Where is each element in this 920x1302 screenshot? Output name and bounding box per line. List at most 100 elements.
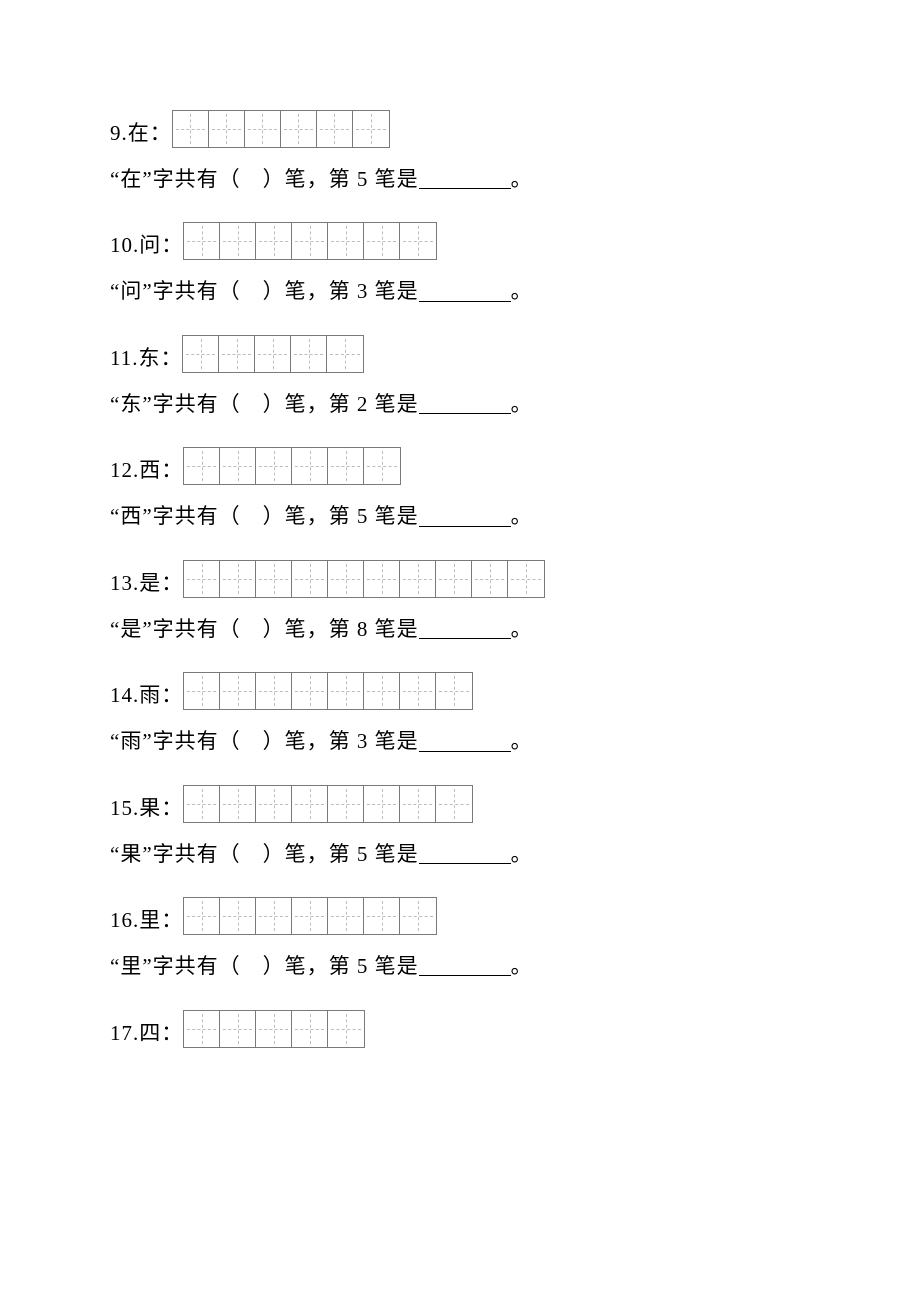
question-text-post: 。 (511, 617, 533, 641)
writing-cell (364, 448, 400, 484)
writing-grid (183, 560, 545, 598)
stroke-question: “果”字共有（ ）笔，第 5 笔是。 (110, 837, 810, 869)
writing-cell (400, 223, 436, 259)
writing-cell (508, 561, 544, 597)
stroke-question: “在”字共有（ ）笔，第 5 笔是。 (110, 162, 810, 194)
question-text-post: 。 (511, 954, 533, 978)
writing-cell (184, 673, 220, 709)
item-label: 12.西： (110, 460, 183, 485)
question-text-pre: “雨”字共有（ ）笔，第 3 笔是 (110, 730, 419, 754)
writing-cell (292, 1011, 328, 1047)
writing-cell (255, 336, 291, 372)
item-row: 13.是： (110, 560, 810, 598)
writing-cell (256, 786, 292, 822)
item-label: 13.是： (110, 573, 183, 598)
item-label: 11.东： (110, 348, 182, 373)
answer-blank[interactable] (419, 615, 511, 639)
writing-cell (292, 223, 328, 259)
question-text-post: 。 (511, 280, 533, 304)
writing-cell (291, 336, 327, 372)
writing-cell (364, 561, 400, 597)
question-text-pre: “东”字共有（ ）笔，第 2 笔是 (110, 392, 419, 416)
stroke-question: “里”字共有（ ）笔，第 5 笔是。 (110, 949, 810, 981)
stroke-question: “是”字共有（ ）笔，第 8 笔是 。 (110, 612, 810, 644)
stroke-question: “问”字共有（ ）笔，第 3 笔是 。 (110, 274, 810, 306)
writing-cell (220, 1011, 256, 1047)
writing-cell (364, 673, 400, 709)
answer-blank[interactable] (419, 840, 511, 864)
answer-blank[interactable] (419, 502, 511, 526)
question-text-pre: “在”字共有（ ）笔，第 5 笔是 (110, 167, 419, 191)
writing-cell (400, 561, 436, 597)
writing-cell (328, 673, 364, 709)
writing-cell (281, 111, 317, 147)
item-row: 12.西： (110, 447, 810, 485)
item-label: 9.在： (110, 123, 172, 148)
item-label: 10.问： (110, 235, 183, 260)
answer-blank[interactable] (419, 727, 511, 751)
question-text-pre: “问”字共有（ ）笔，第 3 笔是 (110, 280, 419, 304)
writing-grid (182, 335, 364, 373)
writing-cell (328, 223, 364, 259)
writing-grid (172, 110, 390, 148)
writing-cell (184, 898, 220, 934)
writing-grid (183, 672, 473, 710)
writing-cell (400, 786, 436, 822)
writing-cell (256, 673, 292, 709)
stroke-question: “东”字共有（ ）笔，第 2 笔是。 (110, 387, 810, 419)
writing-cell (328, 1011, 364, 1047)
writing-cell (184, 561, 220, 597)
writing-cell (436, 561, 472, 597)
item-row: 17.四： (110, 1010, 810, 1048)
writing-cell (220, 448, 256, 484)
question-text-post: 。 (511, 842, 533, 866)
writing-cell (436, 786, 472, 822)
item-label: 17.四： (110, 1023, 183, 1048)
item-row: 10.问： (110, 222, 810, 260)
item-label: 16.里： (110, 910, 183, 935)
writing-cell (256, 1011, 292, 1047)
writing-cell (436, 673, 472, 709)
writing-cell (183, 336, 219, 372)
writing-cell (400, 898, 436, 934)
item-label: 14.雨： (110, 685, 183, 710)
writing-cell (184, 448, 220, 484)
writing-cell (173, 111, 209, 147)
writing-cell (364, 223, 400, 259)
question-text-pre: “是”字共有（ ）笔，第 8 笔是 (110, 617, 419, 641)
item-row: 15.果： (110, 785, 810, 823)
writing-cell (353, 111, 389, 147)
writing-cell (256, 898, 292, 934)
writing-cell (472, 561, 508, 597)
worksheet-page: 9.在：“在”字共有（ ）笔，第 5 笔是。10.问：“问”字共有（ ）笔，第 … (0, 0, 920, 1094)
writing-cell (220, 786, 256, 822)
item-row: 11.东： (110, 335, 810, 373)
item-row: 14.雨： (110, 672, 810, 710)
writing-cell (292, 448, 328, 484)
writing-grid (183, 897, 437, 935)
question-text-post: 。 (511, 730, 533, 754)
answer-blank[interactable] (419, 165, 511, 189)
writing-cell (256, 223, 292, 259)
writing-cell (220, 223, 256, 259)
writing-grid (183, 785, 473, 823)
writing-grid (183, 222, 437, 260)
writing-grid (183, 447, 401, 485)
writing-cell (219, 336, 255, 372)
writing-cell (220, 561, 256, 597)
item-label: 15.果： (110, 798, 183, 823)
writing-cell (292, 786, 328, 822)
writing-cell (327, 336, 363, 372)
writing-cell (184, 223, 220, 259)
answer-blank[interactable] (419, 277, 511, 301)
writing-cell (328, 786, 364, 822)
writing-cell (292, 561, 328, 597)
item-row: 9.在： (110, 110, 810, 148)
answer-blank[interactable] (419, 952, 511, 976)
writing-cell (220, 898, 256, 934)
answer-blank[interactable] (419, 390, 511, 414)
writing-cell (292, 673, 328, 709)
writing-grid (183, 1010, 365, 1048)
question-text-pre: “西”字共有（ ）笔，第 5 笔是 (110, 505, 419, 529)
writing-cell (317, 111, 353, 147)
